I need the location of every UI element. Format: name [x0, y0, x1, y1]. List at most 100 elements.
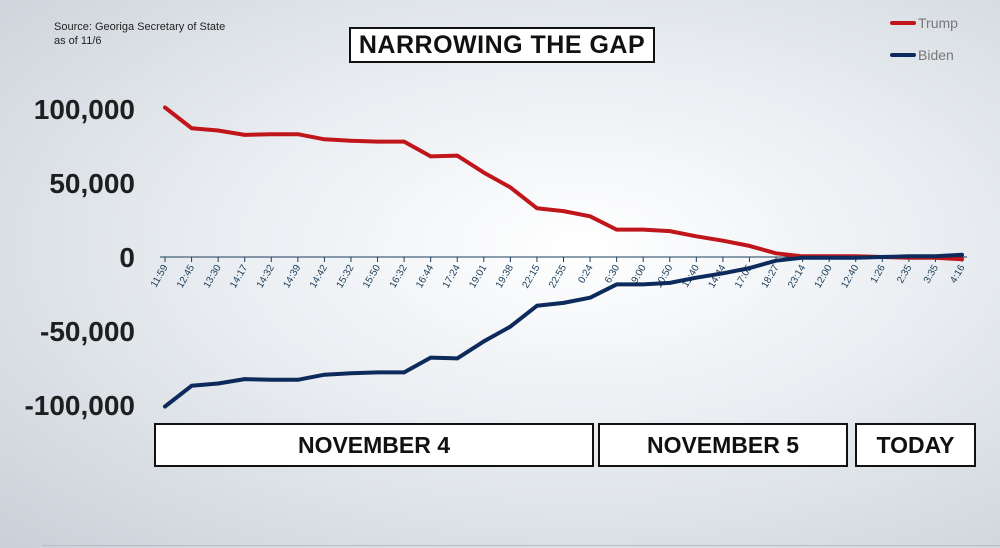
biden-data-point — [614, 282, 619, 287]
trump-data-point — [614, 227, 619, 232]
source-line-1: Source: Georiga Secretary of State — [54, 21, 226, 33]
footer-divider — [42, 545, 1000, 546]
x-tick-label: 14:39 — [281, 263, 303, 291]
trump-data-point — [296, 132, 300, 136]
biden-data-point — [375, 370, 380, 375]
x-tick-label: 11:59 — [149, 263, 171, 290]
legend: Trump Biden — [890, 14, 958, 78]
biden-data-point — [269, 378, 274, 382]
trump-data-point — [508, 185, 513, 190]
x-tick-label: 15:32 — [335, 263, 357, 291]
trump-data-point — [322, 137, 327, 142]
x-tick-label: 13:30 — [202, 263, 224, 291]
trump-data-point — [694, 234, 699, 239]
day-label-november-4: NOVEMBER 4 — [154, 423, 594, 467]
trump-data-point — [455, 153, 460, 158]
biden-data-point — [189, 383, 194, 388]
biden-data-point — [482, 339, 486, 344]
source-note: Source: Georiga Secretary of State as of… — [54, 20, 225, 48]
x-tick-label: 18:27 — [760, 263, 782, 291]
y-tick-label: 100,000 — [34, 94, 135, 125]
trump-data-point — [747, 244, 752, 248]
y-tick-label: 0 — [119, 242, 135, 273]
biden-data-point — [216, 381, 220, 386]
biden-data-point — [880, 255, 885, 259]
legend-label-biden: Biden — [918, 47, 954, 63]
x-tick-label: 19:01 — [467, 263, 489, 291]
trump-data-point — [561, 209, 566, 213]
y-tick-label: 50,000 — [49, 168, 135, 199]
trump-series-line — [163, 105, 964, 262]
x-tick-label: 6:30 — [603, 263, 622, 286]
y-tick-label: -50,000 — [40, 316, 135, 347]
x-tick-label: 15:50 — [361, 263, 383, 291]
x-tick-label: 0:24 — [576, 263, 595, 286]
trump-data-point — [428, 154, 433, 159]
x-tick-label: 14:32 — [255, 263, 277, 291]
biden-data-point — [907, 254, 911, 259]
x-tick-label: 12:00 — [813, 263, 835, 291]
biden-data-point — [402, 370, 406, 375]
trump-data-point — [269, 132, 274, 136]
x-tick-label: 3:35 — [922, 263, 941, 286]
x-tick-label: 19:38 — [494, 263, 516, 291]
biden-data-point — [508, 324, 513, 329]
biden-data-point — [163, 404, 167, 409]
x-tick-label: 23:14 — [786, 263, 808, 291]
day-label-today: TODAY — [855, 423, 976, 467]
x-tick-label: 2:35 — [895, 263, 914, 286]
chart-title: NARROWING THE GAP — [349, 27, 655, 63]
biden-data-point — [960, 252, 964, 257]
biden-data-point — [428, 355, 433, 360]
legend-item-biden: Biden — [890, 46, 958, 64]
trump-data-point — [667, 229, 672, 233]
biden-data-point — [535, 304, 539, 308]
source-line-2: as of 11/6 — [54, 35, 102, 47]
biden-data-point — [694, 275, 699, 280]
x-tick-label: 12:40 — [839, 263, 861, 291]
biden-data-point — [349, 371, 353, 375]
trump-data-point — [163, 105, 167, 110]
x-tick-label: 4:16 — [948, 263, 967, 286]
biden-data-point — [322, 372, 327, 377]
trump-data-point — [402, 139, 406, 144]
x-tick-label: 14:17 — [228, 263, 250, 291]
trump-data-point — [349, 139, 353, 143]
biden-data-point — [774, 258, 778, 263]
biden-data-point — [747, 266, 752, 270]
x-tick-label: 1:26 — [869, 263, 888, 286]
x-tick-label: 16:32 — [388, 263, 410, 291]
day-label-november-5: NOVEMBER 5 — [598, 423, 848, 467]
x-tick-label: 10:50 — [653, 263, 675, 291]
biden-data-point — [721, 271, 725, 276]
trump-data-point — [960, 257, 964, 262]
x-tick-label: 16:44 — [414, 263, 436, 291]
legend-label-trump: Trump — [918, 15, 958, 31]
legend-swatch-biden — [890, 53, 916, 57]
trump-data-point — [189, 126, 194, 131]
biden-data-point — [588, 295, 592, 300]
biden-data-point — [853, 255, 858, 260]
trump-data-point — [482, 170, 486, 175]
biden-data-point — [641, 282, 645, 287]
biden-data-point — [800, 255, 805, 260]
biden-data-point — [827, 255, 831, 260]
trump-data-point — [588, 214, 592, 219]
trump-data-point — [641, 227, 645, 232]
legend-item-trump: Trump — [890, 14, 958, 32]
trump-data-point — [535, 206, 539, 210]
biden-data-point — [667, 281, 672, 285]
x-tick-label: 17:24 — [441, 263, 463, 291]
x-tick-label: 22:55 — [547, 263, 569, 291]
x-tick-label: 12:45 — [175, 263, 197, 291]
trump-data-point — [216, 128, 220, 133]
trump-data-point — [375, 139, 380, 144]
trump-data-point — [721, 238, 725, 243]
biden-data-point — [933, 254, 938, 259]
legend-swatch-trump — [890, 21, 916, 25]
x-tick-label: 14:42 — [308, 263, 330, 291]
biden-data-point — [242, 377, 247, 381]
trump-data-point — [774, 251, 778, 256]
biden-data-point — [455, 356, 460, 361]
